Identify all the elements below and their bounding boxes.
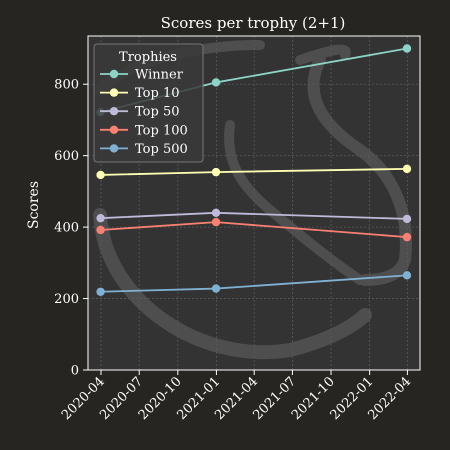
data-point bbox=[211, 284, 221, 293]
data-point bbox=[402, 214, 412, 224]
data-point bbox=[211, 167, 221, 177]
data-point bbox=[402, 271, 412, 280]
series bbox=[96, 44, 412, 296]
legend-marker bbox=[109, 125, 119, 134]
y-tick-label: 0 bbox=[71, 364, 79, 379]
legend-marker bbox=[109, 88, 119, 97]
y-tick-label: 800 bbox=[54, 78, 79, 93]
data-point bbox=[96, 287, 105, 296]
data-point bbox=[96, 170, 105, 180]
legend-label: Top 500 bbox=[135, 142, 188, 157]
legend-label: Top 10 bbox=[135, 86, 179, 101]
legend: Trophies Winner Top 10 Top 50 Top 100 Top 50… bbox=[93, 43, 204, 163]
legend-items: Winner Top 10 Top 50 Top 100 Top 500 bbox=[100, 68, 188, 157]
data-point bbox=[211, 78, 221, 87]
legend-label: Top 50 bbox=[135, 105, 179, 120]
data-point bbox=[402, 232, 412, 242]
legend-title: Trophies bbox=[119, 50, 177, 65]
y-tick-label: 600 bbox=[54, 149, 79, 164]
series-top-50 bbox=[96, 208, 412, 224]
series-top-100 bbox=[96, 217, 412, 242]
data-point bbox=[211, 217, 221, 227]
y-tick-label: 200 bbox=[54, 292, 79, 307]
legend-label: Winner bbox=[135, 68, 184, 83]
chart-title: Scores per trophy (2+1) bbox=[161, 14, 346, 32]
data-point bbox=[96, 225, 105, 235]
legend-marker bbox=[109, 107, 119, 116]
plot-frame bbox=[87, 35, 421, 371]
y-tick-label: 400 bbox=[54, 221, 79, 236]
data-point bbox=[402, 164, 412, 174]
series-top-10 bbox=[96, 164, 412, 180]
legend-marker bbox=[109, 69, 119, 79]
series-top-500 bbox=[96, 271, 412, 296]
data-point bbox=[402, 44, 412, 53]
data-point bbox=[211, 208, 221, 218]
legend-marker bbox=[109, 144, 119, 153]
data-point bbox=[96, 213, 105, 223]
y-axis-label: Scores bbox=[26, 181, 42, 229]
legend-label: Top 100 bbox=[135, 123, 188, 138]
